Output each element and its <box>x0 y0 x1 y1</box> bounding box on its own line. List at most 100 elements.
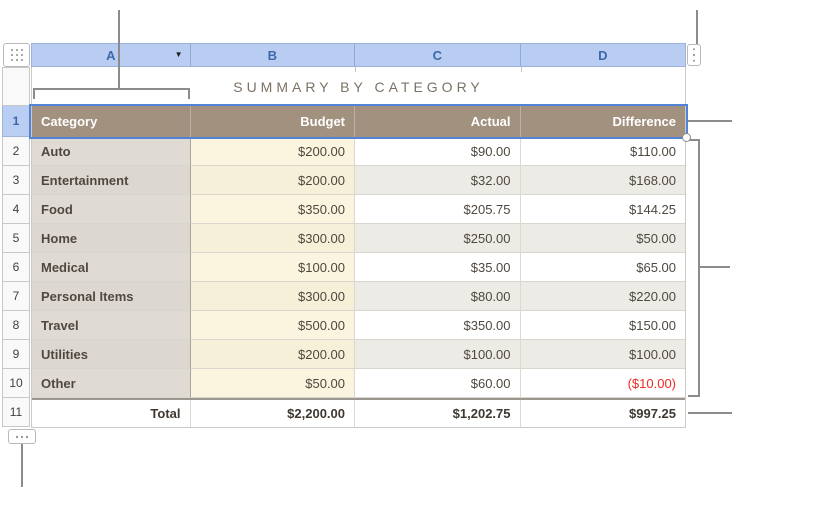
cell-budget[interactable]: $200.00 <box>190 137 356 166</box>
cell-category[interactable]: Food <box>32 195 191 224</box>
header-row: Category Budget Actual Difference <box>32 106 685 137</box>
cell-actual[interactable]: $80.00 <box>355 282 521 311</box>
row-header-8[interactable]: 8 <box>2 311 30 340</box>
cell-difference[interactable]: $100.00 <box>520 340 686 369</box>
total-budget-cell[interactable]: $2,200.00 <box>191 400 356 427</box>
cell-category[interactable]: Auto <box>32 137 191 166</box>
column-header-b[interactable]: B <box>191 44 356 66</box>
cell-budget[interactable]: $50.00 <box>190 369 356 398</box>
total-difference-cell[interactable]: $997.25 <box>629 406 677 421</box>
row-header-4[interactable]: 4 <box>2 195 30 224</box>
callout-add-row-handle-stem <box>21 444 23 487</box>
drag-dots-icon <box>8 49 25 61</box>
row-header-column: 1 2 3 4 5 6 7 8 9 10 11 <box>2 67 30 427</box>
header-cell-actual[interactable]: Actual <box>355 106 521 137</box>
callout-body-bracket-top <box>688 139 700 141</box>
row-header-1[interactable]: 1 <box>2 106 30 137</box>
drag-dots-icon <box>690 48 698 62</box>
row-header-3[interactable]: 3 <box>2 166 30 195</box>
table-row: Other $50.00 $60.00 ($10.00) <box>32 369 686 398</box>
drag-dots-icon <box>13 432 31 441</box>
total-label-cell[interactable]: Total <box>32 400 191 427</box>
column-letter-a: A <box>106 47 116 63</box>
cell-difference[interactable]: $144.25 <box>520 195 686 224</box>
column-header-bar: A ▼ B C D <box>31 43 686 67</box>
cell-category[interactable]: Entertainment <box>32 166 191 195</box>
row-header-9[interactable]: 9 <box>2 340 30 369</box>
callout-body-bracket-spine <box>698 139 700 397</box>
cell-category[interactable]: Other <box>32 369 191 398</box>
row-header-10[interactable]: 10 <box>2 369 30 398</box>
column-header-c[interactable]: C <box>355 44 521 66</box>
cell-budget[interactable]: $350.00 <box>190 195 356 224</box>
cell-category[interactable]: Medical <box>32 253 191 282</box>
cell-budget[interactable]: $500.00 <box>190 311 356 340</box>
table-handle[interactable] <box>3 43 30 67</box>
row-header-blank[interactable] <box>2 67 30 106</box>
table-row: Utilities $200.00 $100.00 $100.00 <box>32 340 686 369</box>
table-row: Medical $100.00 $35.00 $65.00 <box>32 253 686 282</box>
table-title-cell[interactable]: SUMMARY BY CATEGORY <box>32 67 685 106</box>
cell-actual[interactable]: $205.75 <box>355 195 521 224</box>
cell-difference[interactable]: $168.00 <box>520 166 686 195</box>
row-header-6[interactable]: 6 <box>2 253 30 282</box>
table-title: SUMMARY BY CATEGORY <box>233 78 484 95</box>
callout-column-a-bracket <box>33 88 190 90</box>
cell-category[interactable]: Personal Items <box>32 282 191 311</box>
callout-column-a-stem <box>118 10 120 89</box>
callout-header-row-line <box>688 120 732 122</box>
cell-budget[interactable]: $200.00 <box>190 166 356 195</box>
row-header-7[interactable]: 7 <box>2 282 30 311</box>
budget-summary-table: SUMMARY BY CATEGORY Category Budget Actu… <box>31 67 686 428</box>
table-row: Entertainment $200.00 $32.00 $168.00 <box>32 166 686 195</box>
callout-total-row-line <box>688 412 732 414</box>
table-row: Home $300.00 $250.00 $50.00 <box>32 224 686 253</box>
cell-actual[interactable]: $35.00 <box>355 253 521 282</box>
row-header-5[interactable]: 5 <box>2 224 30 253</box>
cell-category[interactable]: Travel <box>32 311 191 340</box>
header-cell-budget[interactable]: Budget <box>191 106 356 137</box>
cell-budget[interactable]: $300.00 <box>190 282 356 311</box>
cell-budget[interactable]: $200.00 <box>190 340 356 369</box>
callout-column-a-bracket-left-tick <box>33 88 35 99</box>
cell-category[interactable]: Home <box>32 224 191 253</box>
column-menu-arrow-icon[interactable]: ▼ <box>174 50 183 59</box>
cell-actual[interactable]: $60.00 <box>355 369 521 398</box>
cell-actual[interactable]: $250.00 <box>355 224 521 253</box>
add-row-handle[interactable] <box>8 429 36 444</box>
cell-budget[interactable]: $300.00 <box>190 224 356 253</box>
cell-actual[interactable]: $100.00 <box>355 340 521 369</box>
cell-difference[interactable]: $65.00 <box>520 253 686 282</box>
cell-actual[interactable]: $350.00 <box>355 311 521 340</box>
row-header-11[interactable]: 11 <box>2 398 30 427</box>
column-letter-b: B <box>267 47 277 63</box>
grid-stub <box>521 67 522 72</box>
total-row: Total $2,200.00 $1,202.75 $997.25 <box>32 398 685 427</box>
cell-difference[interactable]: $110.00 <box>520 137 686 166</box>
cell-actual[interactable]: $32.00 <box>355 166 521 195</box>
cell-difference[interactable]: $150.00 <box>520 311 686 340</box>
callout-column-a-bracket-right-tick <box>188 88 190 99</box>
cell-category[interactable]: Utilities <box>32 340 191 369</box>
cell-actual[interactable]: $90.00 <box>355 137 521 166</box>
selection-resize-handle[interactable] <box>682 133 691 142</box>
cell-difference[interactable]: $50.00 <box>520 224 686 253</box>
callout-table-handle-stem <box>696 10 698 44</box>
column-header-a[interactable]: A ▼ <box>32 44 191 66</box>
row-header-2[interactable]: 2 <box>2 137 30 166</box>
header-cell-category[interactable]: Category <box>32 106 191 137</box>
add-column-handle[interactable] <box>687 44 701 66</box>
header-cell-difference[interactable]: Difference <box>612 114 677 129</box>
cell-difference[interactable]: ($10.00) <box>520 369 686 398</box>
table-row: Auto $200.00 $90.00 $110.00 <box>32 137 686 166</box>
cell-budget[interactable]: $100.00 <box>190 253 356 282</box>
cell-difference[interactable]: $220.00 <box>520 282 686 311</box>
callout-body-bracket-tick <box>700 266 730 268</box>
table-row: Travel $500.00 $350.00 $150.00 <box>32 311 686 340</box>
callout-body-bracket-bottom <box>688 395 700 397</box>
total-actual-cell[interactable]: $1,202.75 <box>355 400 521 427</box>
column-letter-d: D <box>598 47 608 63</box>
column-letter-c: C <box>432 47 442 63</box>
column-header-d[interactable]: D <box>521 44 686 66</box>
